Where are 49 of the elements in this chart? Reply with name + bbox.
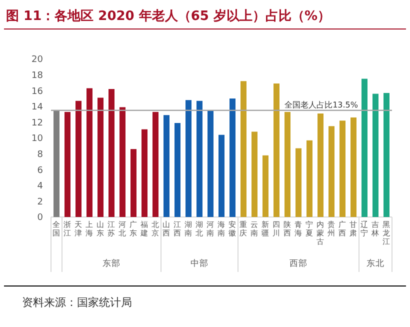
bar xyxy=(152,112,158,217)
bar xyxy=(108,89,114,217)
bar xyxy=(54,110,60,217)
bar xyxy=(274,83,280,217)
text: 东部 xyxy=(102,258,120,269)
y-tick-label: 2 xyxy=(37,197,43,208)
bar xyxy=(186,100,192,217)
y-tick-label: 12 xyxy=(32,118,43,128)
y-tick-label: 18 xyxy=(32,70,44,81)
y-tick-label: 16 xyxy=(32,86,44,97)
bar xyxy=(142,129,148,217)
bar xyxy=(372,94,378,217)
y-tick-label: 6 xyxy=(37,166,44,176)
bar xyxy=(174,122,180,217)
bar xyxy=(328,126,334,217)
bar xyxy=(306,140,312,217)
bar xyxy=(340,120,346,217)
text: 资料来源：国家统计局 xyxy=(22,296,132,309)
text: 东北 xyxy=(366,258,384,269)
ref-line-label: 全国老人占比13.5% xyxy=(284,100,358,110)
bar xyxy=(318,114,324,217)
bar xyxy=(208,110,214,217)
y-tick-label: 10 xyxy=(32,134,44,144)
y-tick-label: 0 xyxy=(37,213,44,224)
y-tick-label: 20 xyxy=(32,55,44,66)
bar xyxy=(350,117,356,217)
bar xyxy=(196,100,202,217)
bar xyxy=(86,88,92,217)
bar xyxy=(296,148,302,217)
y-tick-label: 14 xyxy=(32,102,44,113)
text: 西部 xyxy=(290,258,308,269)
bar xyxy=(284,112,290,217)
bar xyxy=(76,100,82,217)
bar xyxy=(240,81,246,217)
bar xyxy=(98,98,104,217)
bar xyxy=(164,115,170,217)
bar xyxy=(64,112,70,217)
bar xyxy=(230,98,236,217)
text: 中部 xyxy=(190,258,208,269)
bar xyxy=(130,149,136,217)
bar xyxy=(362,78,368,217)
bar xyxy=(384,92,390,217)
bar xyxy=(262,155,268,217)
y-tick-label: 4 xyxy=(37,182,44,192)
bar xyxy=(120,107,126,217)
chart-title: 图 11：各地区 2020 年老人（65 岁以上）占比（%） xyxy=(6,9,330,24)
y-tick-label: 8 xyxy=(37,150,44,160)
bar xyxy=(218,134,224,217)
bar xyxy=(252,132,258,217)
